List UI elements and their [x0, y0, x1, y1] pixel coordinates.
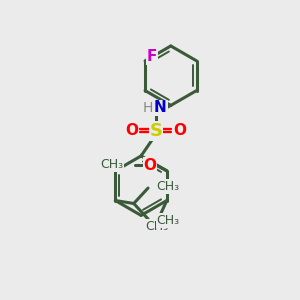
Text: CH₃: CH₃: [100, 158, 123, 171]
Text: CH₃: CH₃: [156, 180, 179, 193]
Text: N: N: [154, 100, 167, 115]
Text: F: F: [146, 49, 157, 64]
Text: O: O: [173, 123, 186, 138]
Text: O: O: [126, 123, 139, 138]
Text: H: H: [142, 101, 153, 115]
Text: O: O: [143, 158, 156, 173]
Text: S: S: [149, 122, 162, 140]
Text: CH₃: CH₃: [156, 214, 179, 227]
Text: CH₃: CH₃: [145, 220, 168, 233]
